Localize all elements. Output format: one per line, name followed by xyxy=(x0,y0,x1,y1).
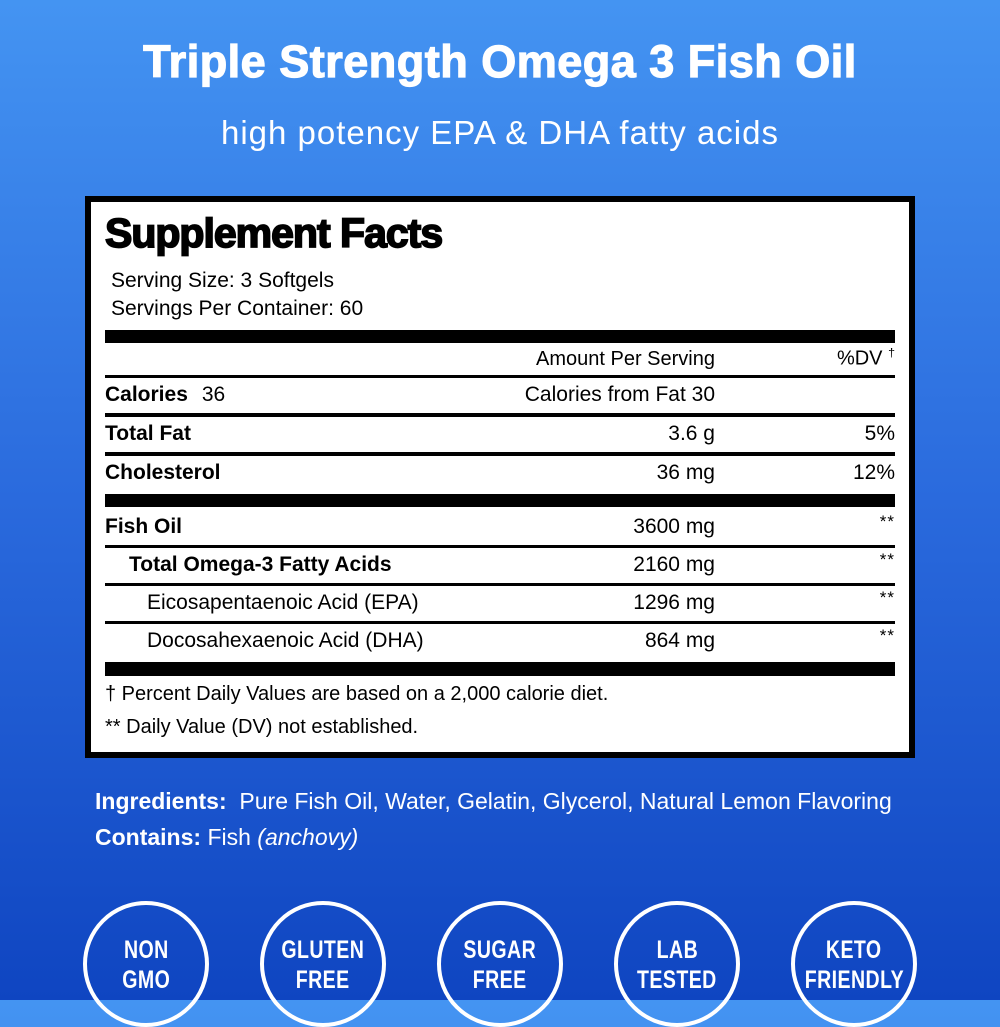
header: Triple Strength Omega 3 Fish Oil high po… xyxy=(0,0,1000,152)
contains-line: Contains: Fish (anchovy) xyxy=(95,820,952,856)
nutrient-amount: 3.6 g xyxy=(668,422,715,446)
nutrient-dv: 12% xyxy=(852,461,895,485)
supplement-facts-panel: Supplement Facts Serving Size: 3 Softgel… xyxy=(85,196,915,759)
nutrient-amount: 864 mg xyxy=(644,629,715,653)
nutrient-dv: ** xyxy=(879,626,895,646)
divider-bar-top xyxy=(105,330,895,344)
rule xyxy=(105,452,895,457)
nutrient-amount: 36 mg xyxy=(656,461,715,485)
nutrient-dv: ** xyxy=(879,588,895,608)
badge-text: TESTED xyxy=(637,965,717,994)
calories-value: 36 xyxy=(201,383,226,407)
badge-text: SUGAR xyxy=(463,934,537,964)
nutrient-name: Total Omega-3 Fatty Acids xyxy=(129,553,392,577)
rule xyxy=(105,545,895,549)
nutrient-amount: 1296 mg xyxy=(633,591,715,615)
column-dv: %DV † xyxy=(715,346,895,371)
nutrient-name: Docosahexaenoic Acid (DHA) xyxy=(147,629,424,653)
footnote-dv-not-established: ** Daily Value (DV) not established. xyxy=(105,716,419,739)
rule xyxy=(105,375,895,379)
product-title: Triple Strength Omega 3 Fish Oil xyxy=(143,35,857,87)
ingredients-section: Ingredients: Pure Fish Oil, Water, Gelat… xyxy=(95,784,952,855)
contains-label: Contains: xyxy=(95,823,202,850)
calories-from-fat: Calories from Fat 30 xyxy=(524,383,715,407)
nutrient-name: Cholesterol xyxy=(105,461,221,485)
column-header-row: Amount Per Serving %DV † xyxy=(105,343,895,375)
nutrient-name: Total Fat xyxy=(105,422,191,446)
nutrient-row-cholesterol: Cholesterol 36 mg 12% xyxy=(105,456,895,491)
nutrient-row-total-fat: Total Fat 3.6 g 5% xyxy=(105,417,895,452)
calories-row: Calories 36 Calories from Fat 30 xyxy=(105,378,895,413)
rule xyxy=(105,413,895,418)
nutrient-amount: 3600 mg xyxy=(633,515,715,539)
divider-bar-bottom xyxy=(105,662,895,677)
contains-text: Fish xyxy=(207,823,251,850)
rule xyxy=(105,621,895,625)
footnote-daily-values: † Percent Daily Values are based on a 2,… xyxy=(105,683,609,706)
calories-cell: Calories 36 xyxy=(105,383,525,407)
divider-bar-middle xyxy=(105,494,895,508)
badge-lab-tested: LAB TESTED xyxy=(614,901,740,1027)
badge-row: NON GMO GLUTEN FREE SUGAR FREE LAB TESTE… xyxy=(0,901,1000,1027)
nutrient-row-omega3: Total Omega-3 Fatty Acids 2160 mg ** xyxy=(105,548,895,583)
nutrient-row-epa: Eicosapentaenoic Acid (EPA) 1296 mg ** xyxy=(105,586,895,621)
badge-keto-friendly: KETO FRIENDLY xyxy=(791,901,917,1027)
badge-text: LAB xyxy=(656,934,698,964)
badge-text: FRIENDLY xyxy=(804,965,904,994)
contains-note: (anchovy) xyxy=(257,823,359,850)
nutrient-amount: 2160 mg xyxy=(633,553,715,577)
badge-text: FREE xyxy=(473,965,527,994)
badge-gluten-free: GLUTEN FREE xyxy=(260,901,386,1027)
serving-size: Serving Size: 3 Softgels xyxy=(111,269,334,292)
column-amount-per-serving: Amount Per Serving xyxy=(536,348,715,371)
servings-per-container: Servings Per Container: 60 xyxy=(111,296,364,320)
badge-sugar-free: SUGAR FREE xyxy=(437,901,563,1027)
nutrient-row-fish-oil: Fish Oil 3600 mg ** xyxy=(105,510,895,545)
nutrient-name: Eicosapentaenoic Acid (EPA) xyxy=(147,591,419,615)
dagger-mark: † xyxy=(888,346,895,361)
product-subtitle: high potency EPA & DHA fatty acids xyxy=(220,114,779,151)
nutrient-dv: ** xyxy=(879,550,895,570)
badge-text: GMO xyxy=(121,965,170,994)
nutrient-row-dha: Docosahexaenoic Acid (DHA) 864 mg ** xyxy=(105,624,895,659)
badge-text: KETO xyxy=(826,934,882,964)
nutrient-dv: 5% xyxy=(864,422,895,446)
panel-title: Supplement Facts xyxy=(104,209,444,257)
badge-non-gmo: NON GMO xyxy=(83,901,209,1027)
badge-text: NON xyxy=(123,934,169,964)
calories-label: Calories xyxy=(105,383,188,407)
nutrient-dv: ** xyxy=(879,512,895,532)
ingredients-line: Ingredients: Pure Fish Oil, Water, Gelat… xyxy=(95,784,952,820)
ingredients-label: Ingredients: xyxy=(95,788,227,815)
badge-text: GLUTEN xyxy=(281,934,365,964)
rule xyxy=(105,583,895,587)
dv-label: %DV xyxy=(836,348,883,371)
badge-text: FREE xyxy=(296,965,350,994)
ingredients-text: Pure Fish Oil, Water, Gelatin, Glycerol,… xyxy=(239,788,892,815)
nutrient-name: Fish Oil xyxy=(105,515,183,539)
